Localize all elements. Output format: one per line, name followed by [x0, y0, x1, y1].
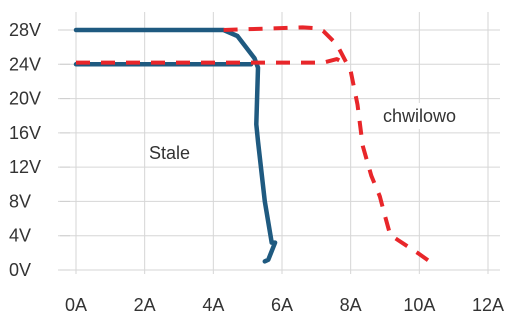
- series-line-chwilowo: [223, 25, 431, 264]
- annotations: Stale chwilowo: [149, 103, 483, 163]
- y-tick-label: 12V: [9, 157, 41, 177]
- x-tick-label: 12A: [472, 295, 504, 315]
- x-tick-label: 10A: [403, 295, 435, 315]
- series-line-stale: [73, 27, 278, 264]
- series-line-chwilowo: [76, 57, 349, 67]
- y-axis-ticks: 0V 4V 8V 12V 16V 20V 24V 28V: [9, 20, 41, 280]
- x-axis-ticks: 0A 2A 4A 6A 8A 10A 12A: [65, 295, 504, 315]
- y-tick-label: 24V: [9, 54, 41, 74]
- y-tick-label: 28V: [9, 20, 41, 40]
- y-tick-label: 20V: [9, 89, 41, 109]
- annotation-background: [377, 103, 483, 129]
- x-tick-label: 0A: [65, 295, 87, 315]
- y-tick-label: 16V: [9, 123, 41, 143]
- y-tick-label: 0V: [9, 260, 31, 280]
- y-tick-label: 4V: [9, 226, 31, 246]
- y-tick-label: 8V: [9, 191, 31, 211]
- grid: [58, 12, 500, 274]
- x-tick-label: 4A: [202, 295, 224, 315]
- x-tick-label: 2A: [134, 295, 156, 315]
- x-tick-label: 8A: [340, 295, 362, 315]
- annotation-stale: Stale: [149, 143, 190, 163]
- x-tick-label: 6A: [271, 295, 293, 315]
- series-layer: [73, 25, 431, 264]
- annotation-chwilowo: chwilowo: [383, 106, 456, 126]
